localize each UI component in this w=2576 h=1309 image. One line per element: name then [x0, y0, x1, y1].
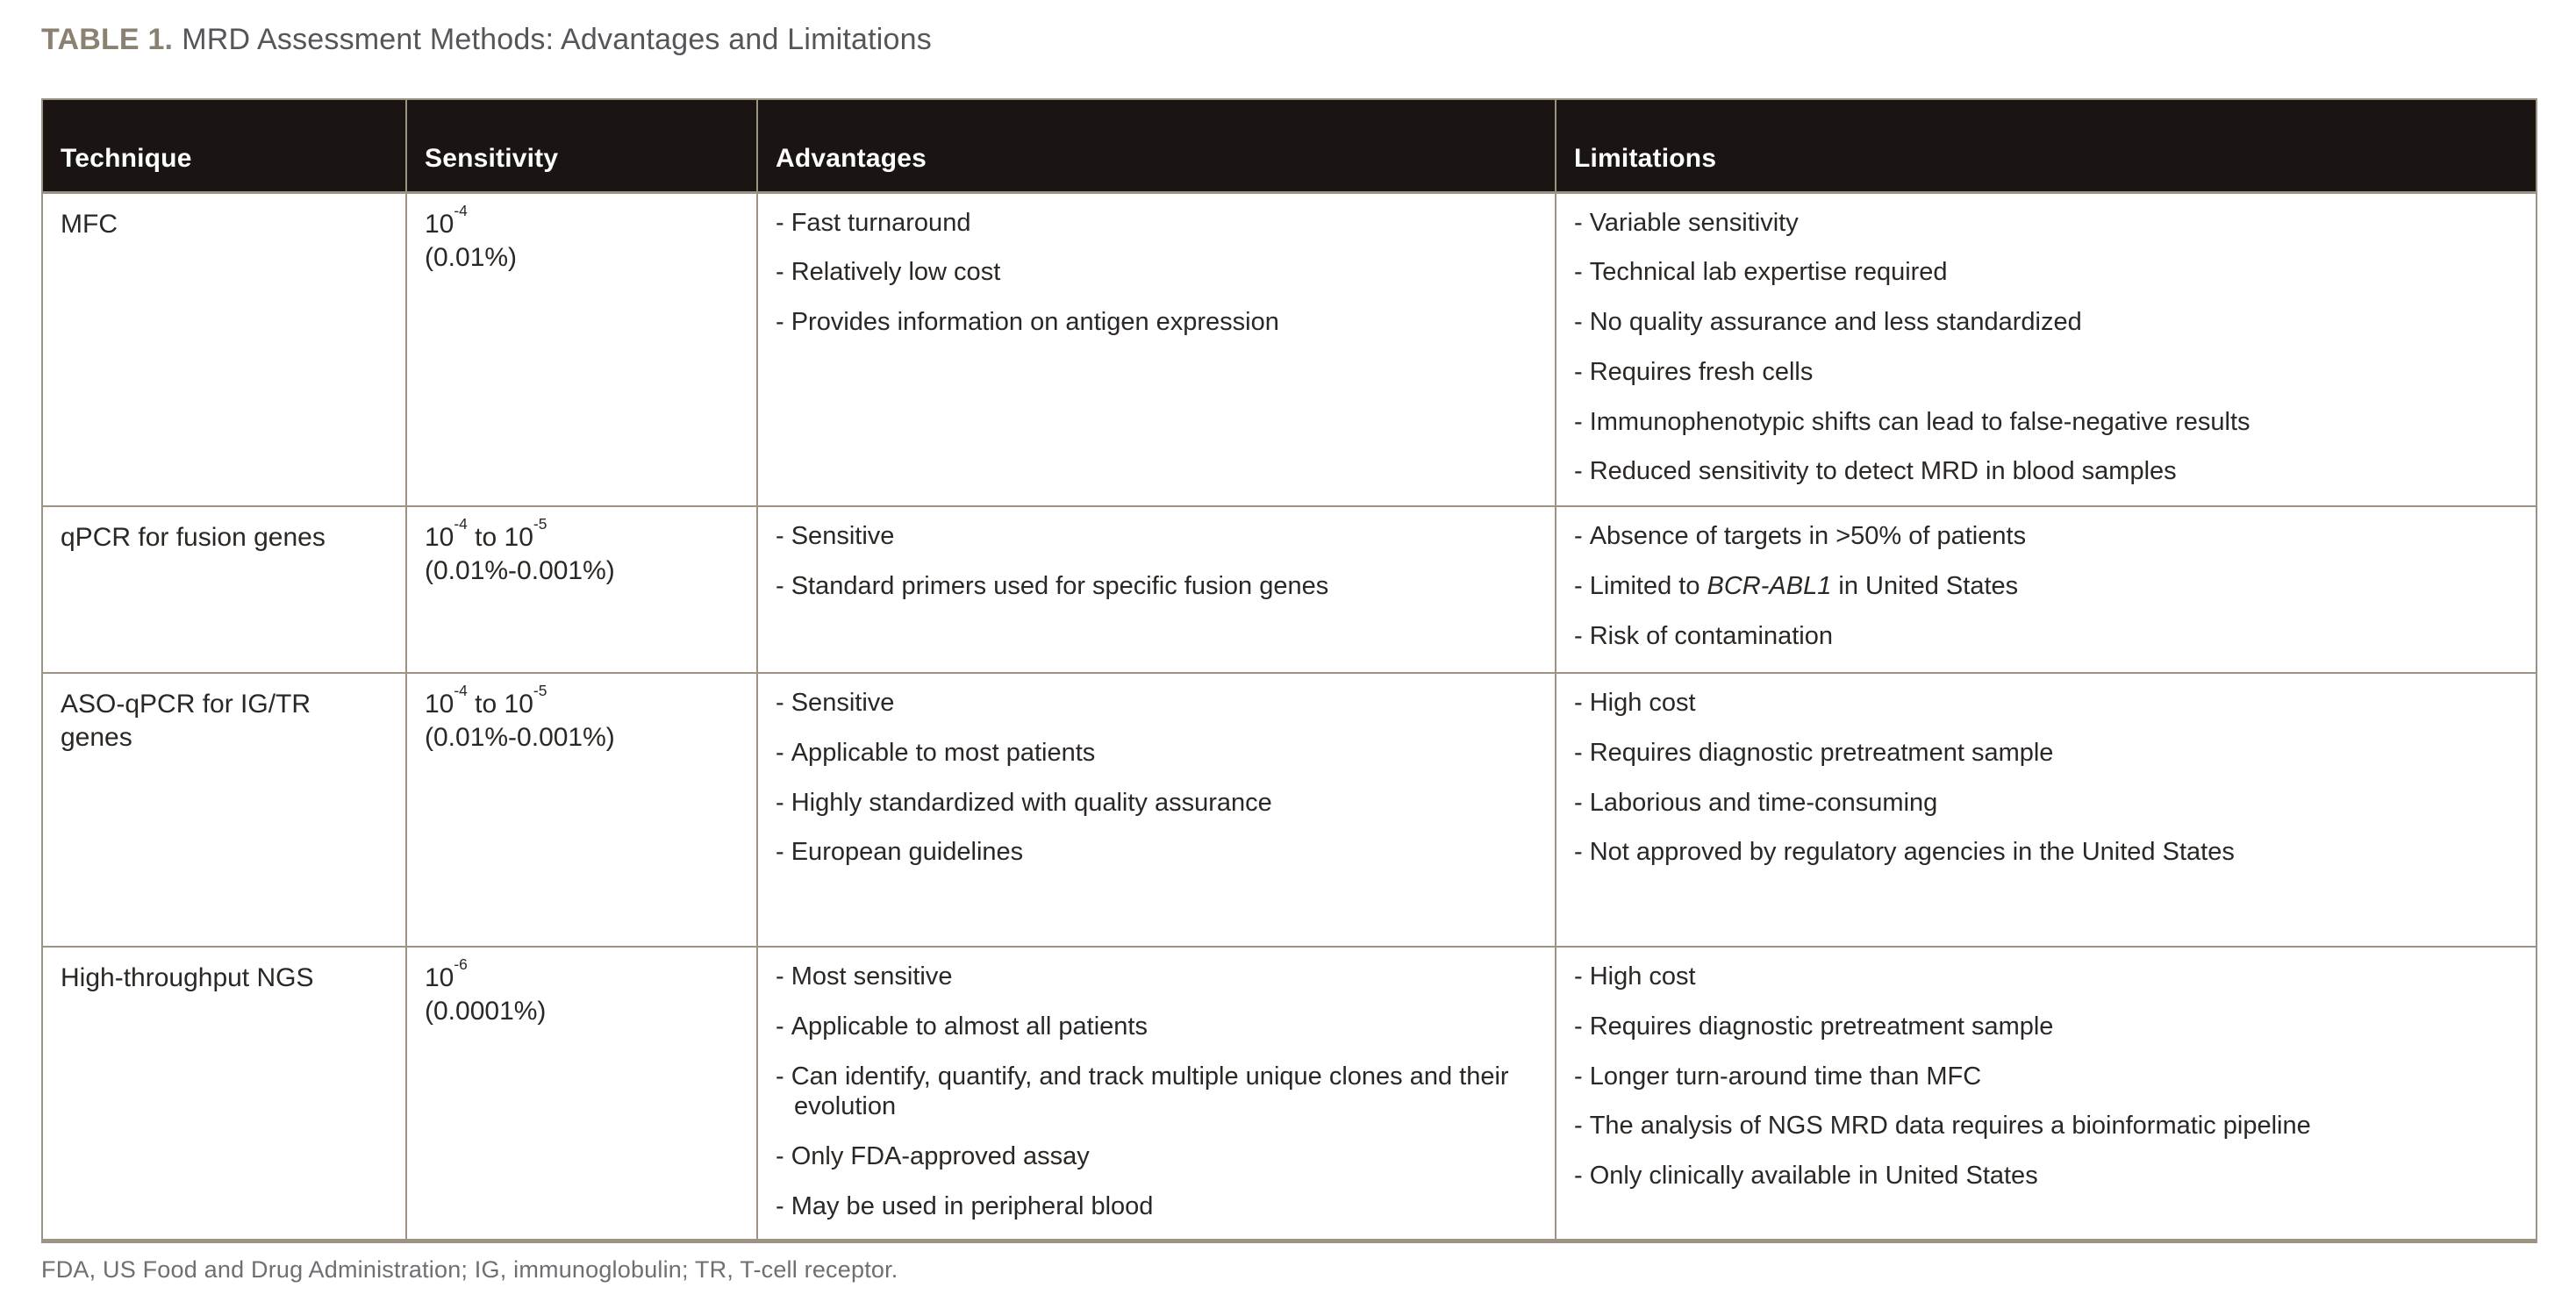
advantages-cell: Sensitive Standard primers used for speci… [756, 505, 1556, 674]
bullet-item: High cost [1574, 688, 2518, 719]
superscript-exponent: -4 [454, 682, 468, 700]
bullet-item: The analysis of NGS MRD data requires a … [1574, 1111, 2518, 1141]
table-row: ASO-qPCR for IG/TR genes 10-4 to 10-5 (0.0… [41, 672, 2537, 948]
bullet-item: Immunophenotypic shifts can lead to fals… [1574, 407, 2518, 438]
limitations-cell: Variable sensitivity Technical lab expert… [1555, 191, 2537, 507]
bullet-list: Sensitive Standard primers used for speci… [776, 521, 1537, 602]
bullet-item: May be used in peripheral blood [776, 1191, 1537, 1222]
superscript-exponent: -6 [454, 955, 468, 974]
table-title-text: MRD Assessment Methods: Advantages and L… [182, 23, 932, 56]
bullet-item: Provides information on antigen expressi… [776, 307, 1537, 338]
bullet-item: Technical lab expertise required [1574, 257, 2518, 288]
advantages-cell: Fast turnaround Relatively low cost Provid… [756, 191, 1556, 507]
bullet-list: Absence of targets in >50% of patients Li… [1574, 521, 2518, 651]
technique-cell: qPCR for fusion genes [41, 505, 407, 674]
table-number-label: TABLE 1. [41, 23, 174, 56]
bullet-item: Sensitive [776, 521, 1537, 552]
sensitivity-cell: 10-6 (0.0001%) [405, 946, 758, 1241]
mrd-assessment-table: Technique Sensitivity Advantages Limitat… [41, 98, 2537, 1243]
limitations-cell: Absence of targets in >50% of patients Li… [1555, 505, 2537, 674]
bullet-item: Limited to BCR-ABL1 in United States [1574, 571, 2518, 602]
advantages-cell: Sensitive Applicable to most patients High… [756, 672, 1556, 948]
bullet-item: Relatively low cost [776, 257, 1537, 288]
sensitivity-value: 10-4 [425, 201, 468, 239]
sensitivity-percent: (0.01%-0.001%) [425, 556, 615, 586]
bullet-list: High cost Requires diagnostic pretreatmen… [1574, 962, 2518, 1191]
table-row: High-throughput NGS 10-6 (0.0001%) Most sen… [41, 946, 2537, 1241]
bullet-list: Most sensitive Applicable to almost all p… [776, 962, 1537, 1222]
bullet-item: Can identify, quantify, and track multip… [776, 1062, 1537, 1123]
sensitivity-cell: 10-4 (0.01%) [405, 191, 758, 507]
column-header-sensitivity: Sensitivity [405, 98, 758, 194]
limitations-cell: High cost Requires diagnostic pretreatmen… [1555, 946, 2537, 1241]
bullet-item: Requires fresh cells [1574, 357, 2518, 388]
technique-cell: MFC [41, 191, 407, 507]
gene-name-italic: BCR-ABL1 [1707, 571, 1832, 600]
bullet-list: Sensitive Applicable to most patients High… [776, 688, 1537, 868]
sensitivity-percent: (0.01%) [425, 242, 518, 272]
bullet-item: Applicable to most patients [776, 738, 1537, 769]
column-header-advantages: Advantages [756, 98, 1556, 194]
sensitivity-value: 10-6 [425, 955, 468, 992]
bullet-item: High cost [1574, 962, 2518, 992]
technique-cell: High-throughput NGS [41, 946, 407, 1241]
advantages-cell: Most sensitive Applicable to almost all p… [756, 946, 1556, 1241]
table-title: TABLE 1. MRD Assessment Methods: Advantag… [41, 23, 932, 57]
bullet-item: Requires diagnostic pretreatment sample [1574, 738, 2518, 769]
sensitivity-value: 10-4 to 10-5 [425, 515, 547, 552]
column-header-technique: Technique [41, 98, 407, 194]
bullet-item: Requires diagnostic pretreatment sample [1574, 1012, 2518, 1042]
sensitivity-cell: 10-4 to 10-5 (0.01%-0.001%) [405, 672, 758, 948]
sensitivity-value: 10-4 to 10-5 [425, 682, 547, 719]
bullet-item: Fast turnaround [776, 208, 1537, 239]
bullet-item: Absence of targets in >50% of patients [1574, 521, 2518, 552]
bullet-item: Risk of contamination [1574, 621, 2518, 652]
bullet-item: Only FDA-approved assay [776, 1141, 1537, 1172]
superscript-exponent: -4 [454, 201, 468, 219]
technique-cell: ASO-qPCR for IG/TR genes [41, 672, 407, 948]
limitations-cell: High cost Requires diagnostic pretreatmen… [1555, 672, 2537, 948]
sensitivity-percent: (0.01%-0.001%) [425, 723, 615, 753]
bullet-item: Sensitive [776, 688, 1537, 719]
bullet-item: Most sensitive [776, 962, 1537, 992]
bullet-item: Longer turn-around time than MFC [1574, 1062, 2518, 1092]
bullet-item: Variable sensitivity [1574, 208, 2518, 239]
bullet-item: Laborious and time-consuming [1574, 788, 2518, 819]
table-footnote: FDA, US Food and Drug Administration; IG… [41, 1256, 898, 1283]
header-row: Technique Sensitivity Advantages Limitat… [41, 98, 2537, 194]
bullet-list: Variable sensitivity Technical lab expert… [1574, 208, 2518, 488]
superscript-exponent: -5 [533, 682, 547, 700]
bullet-list: Fast turnaround Relatively low cost Provid… [776, 208, 1537, 338]
table-header: Technique Sensitivity Advantages Limitat… [41, 98, 2537, 194]
bullet-list: High cost Requires diagnostic pretreatmen… [1574, 688, 2518, 868]
bullet-item: Reduced sensitivity to detect MRD in blo… [1574, 456, 2518, 487]
bullet-item: Applicable to almost all patients [776, 1012, 1537, 1042]
bullet-item: Only clinically available in United Stat… [1574, 1161, 2518, 1191]
bullet-item: No quality assurance and less standardiz… [1574, 307, 2518, 338]
bullet-item: European guidelines [776, 837, 1537, 868]
sensitivity-cell: 10-4 to 10-5 (0.01%-0.001%) [405, 505, 758, 674]
table-row: qPCR for fusion genes 10-4 to 10-5 (0.01%-… [41, 505, 2537, 674]
superscript-exponent: -4 [454, 515, 468, 533]
bullet-item: Highly standardized with quality assuran… [776, 788, 1537, 819]
superscript-exponent: -5 [533, 515, 547, 533]
sensitivity-percent: (0.0001%) [425, 997, 547, 1026]
bullet-item: Not approved by regulatory agencies in t… [1574, 837, 2518, 868]
column-header-limitations: Limitations [1555, 98, 2537, 194]
bullet-item: Standard primers used for specific fusio… [776, 571, 1537, 602]
